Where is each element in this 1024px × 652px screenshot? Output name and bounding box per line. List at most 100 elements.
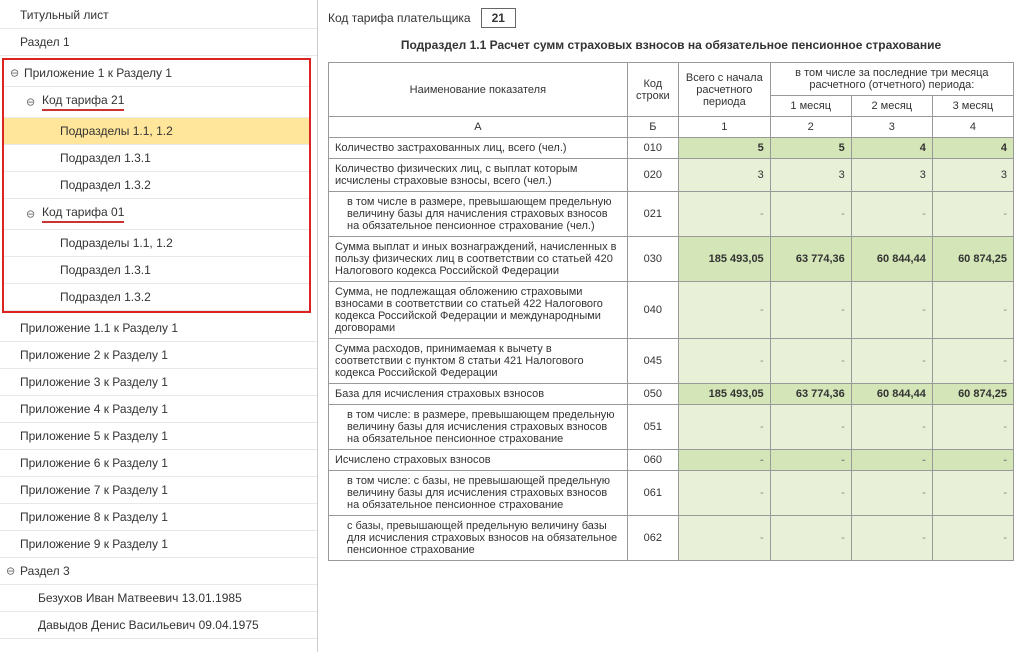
cell-val-0[interactable]: - — [678, 192, 770, 237]
tree-item-22[interactable]: Давыдов Денис Васильевич 09.04.1975 — [0, 612, 317, 639]
cell-code: 050 — [627, 384, 678, 405]
subhdr-4: 3 — [851, 117, 932, 138]
main-panel: Код тарифа плательщика 21 Подраздел 1.1 … — [318, 0, 1024, 652]
table-row: Сумма расходов, принимаемая к вычету в с… — [329, 339, 1014, 384]
cell-val-2[interactable]: - — [851, 471, 932, 516]
cell-code: 030 — [627, 237, 678, 282]
th-name: Наименование показателя — [329, 63, 628, 117]
tariff-row: Код тарифа плательщика 21 — [328, 8, 1014, 28]
cell-val-2[interactable]: 60 844,44 — [851, 237, 932, 282]
cell-val-3[interactable]: - — [932, 192, 1013, 237]
tree-item-6[interactable]: Подраздел 1.3.2 — [4, 172, 309, 199]
cell-name: в том числе: в размере, превышающем пред… — [329, 405, 628, 450]
cell-val-2[interactable]: - — [851, 405, 932, 450]
cell-val-3[interactable]: - — [932, 471, 1013, 516]
cell-name: с базы, превышающей предельную величину … — [329, 516, 628, 561]
cell-code: 020 — [627, 159, 678, 192]
table-row: База для исчисления страховых взносов050… — [329, 384, 1014, 405]
table-row: Сумма выплат и иных вознаграждений, начи… — [329, 237, 1014, 282]
tree-item-11[interactable]: Приложение 1.1 к Разделу 1 — [0, 315, 317, 342]
cell-val-1[interactable]: - — [770, 450, 851, 471]
cell-val-2[interactable]: - — [851, 516, 932, 561]
tree-item-4[interactable]: Подразделы 1.1, 1.2 — [4, 118, 309, 145]
cell-val-3[interactable]: - — [932, 282, 1013, 339]
tree-item-14[interactable]: Приложение 4 к Разделу 1 — [0, 396, 317, 423]
cell-val-3[interactable]: 60 874,25 — [932, 384, 1013, 405]
tree-item-3[interactable]: Код тарифа 21 — [4, 87, 309, 118]
cell-val-2[interactable]: 4 — [851, 138, 932, 159]
cell-val-0[interactable]: - — [678, 516, 770, 561]
cell-val-0[interactable]: - — [678, 282, 770, 339]
cell-val-1[interactable]: - — [770, 192, 851, 237]
table-row: в том числе: в размере, превышающем пред… — [329, 405, 1014, 450]
tree-item-1[interactable]: Раздел 1 — [0, 29, 317, 56]
cell-code: 040 — [627, 282, 678, 339]
cell-val-0[interactable]: - — [678, 339, 770, 384]
tariff-value: 21 — [481, 8, 516, 28]
tree-item-7[interactable]: Код тарифа 01 — [4, 199, 309, 230]
cell-code: 021 — [627, 192, 678, 237]
cell-val-1[interactable]: 3 — [770, 159, 851, 192]
cell-val-1[interactable]: - — [770, 516, 851, 561]
tree-item-0[interactable]: Титульный лист — [0, 2, 317, 29]
tree-item-13[interactable]: Приложение 3 к Разделу 1 — [0, 369, 317, 396]
cell-val-2[interactable]: - — [851, 282, 932, 339]
tree-item-15[interactable]: Приложение 5 к Разделу 1 — [0, 423, 317, 450]
tree-item-10[interactable]: Подраздел 1.3.2 — [4, 284, 309, 311]
tree-item-20[interactable]: Раздел 3 — [0, 558, 317, 585]
cell-code: 051 — [627, 405, 678, 450]
cell-val-0[interactable]: - — [678, 405, 770, 450]
tree-item-5[interactable]: Подраздел 1.3.1 — [4, 145, 309, 172]
subhdr-1: Б — [627, 117, 678, 138]
th-last3: в том числе за последние три месяца расч… — [770, 63, 1013, 96]
cell-val-0[interactable]: - — [678, 471, 770, 516]
sidebar-tree: Титульный листРаздел 1 Приложение 1 к Раз… — [0, 0, 318, 652]
table-row: с базы, превышающей предельную величину … — [329, 516, 1014, 561]
cell-val-0[interactable]: 5 — [678, 138, 770, 159]
tree-item-8[interactable]: Подразделы 1.1, 1.2 — [4, 230, 309, 257]
cell-val-3[interactable]: - — [932, 405, 1013, 450]
cell-val-2[interactable]: 3 — [851, 159, 932, 192]
cell-name: в том числе в размере, превышающем преде… — [329, 192, 628, 237]
cell-val-2[interactable]: - — [851, 339, 932, 384]
data-table: Наименование показателя Код строки Всего… — [328, 62, 1014, 561]
cell-val-1[interactable]: - — [770, 405, 851, 450]
table-row: в том числе в размере, превышающем преде… — [329, 192, 1014, 237]
cell-val-1[interactable]: - — [770, 339, 851, 384]
cell-val-3[interactable]: - — [932, 516, 1013, 561]
tree-item-18[interactable]: Приложение 8 к Разделу 1 — [0, 504, 317, 531]
cell-name: Сумма, не подлежащая обложению страховым… — [329, 282, 628, 339]
cell-val-0[interactable]: 3 — [678, 159, 770, 192]
table-row: Исчислено страховых взносов060---- — [329, 450, 1014, 471]
cell-val-3[interactable]: - — [932, 339, 1013, 384]
tree-item-19[interactable]: Приложение 9 к Разделу 1 — [0, 531, 317, 558]
cell-val-2[interactable]: - — [851, 450, 932, 471]
cell-val-3[interactable]: 3 — [932, 159, 1013, 192]
tree-item-21[interactable]: Безухов Иван Матвеевич 13.01.1985 — [0, 585, 317, 612]
cell-val-0[interactable]: 185 493,05 — [678, 384, 770, 405]
table-row: Количество физических лиц, с выплат кото… — [329, 159, 1014, 192]
cell-name: Количество физических лиц, с выплат кото… — [329, 159, 628, 192]
cell-val-1[interactable]: 63 774,36 — [770, 237, 851, 282]
subhdr-2: 1 — [678, 117, 770, 138]
cell-val-0[interactable]: - — [678, 450, 770, 471]
tree-item-2[interactable]: Приложение 1 к Разделу 1 — [4, 60, 309, 87]
subhdr-5: 4 — [932, 117, 1013, 138]
cell-name: Исчислено страховых взносов — [329, 450, 628, 471]
cell-val-3[interactable]: 60 874,25 — [932, 237, 1013, 282]
tree-item-9[interactable]: Подраздел 1.3.1 — [4, 257, 309, 284]
section-title: Подраздел 1.1 Расчет сумм страховых взно… — [328, 38, 1014, 52]
cell-val-1[interactable]: - — [770, 471, 851, 516]
th-code: Код строки — [627, 63, 678, 117]
cell-val-1[interactable]: 5 — [770, 138, 851, 159]
cell-val-2[interactable]: - — [851, 192, 932, 237]
cell-val-1[interactable]: 63 774,36 — [770, 384, 851, 405]
cell-val-3[interactable]: 4 — [932, 138, 1013, 159]
tree-item-12[interactable]: Приложение 2 к Разделу 1 — [0, 342, 317, 369]
tree-item-17[interactable]: Приложение 7 к Разделу 1 — [0, 477, 317, 504]
tree-item-16[interactable]: Приложение 6 к Разделу 1 — [0, 450, 317, 477]
cell-val-2[interactable]: 60 844,44 — [851, 384, 932, 405]
cell-val-1[interactable]: - — [770, 282, 851, 339]
cell-val-0[interactable]: 185 493,05 — [678, 237, 770, 282]
cell-val-3[interactable]: - — [932, 450, 1013, 471]
